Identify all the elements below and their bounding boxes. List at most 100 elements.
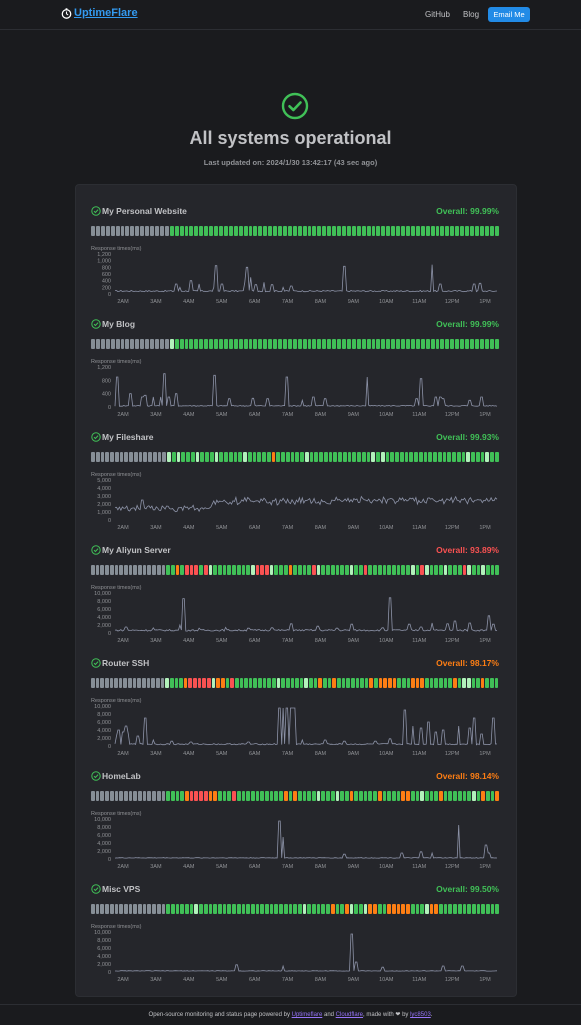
uptime-day-cell[interactable] [91,678,95,688]
uptime-day-cell[interactable] [381,339,386,349]
uptime-day-cell[interactable] [299,678,304,688]
uptime-day-cell[interactable] [95,452,100,462]
uptime-day-cell[interactable] [410,791,415,801]
uptime-day-cell[interactable] [377,565,382,575]
uptime-day-cell[interactable] [188,678,193,688]
uptime-day-cell[interactable] [147,791,152,801]
uptime-day-cell[interactable] [253,678,258,688]
uptime-day-cell[interactable] [114,452,119,462]
uptime-day-cell[interactable] [159,226,164,236]
uptime-day-cell[interactable] [260,904,265,914]
uptime-day-cell[interactable] [104,678,109,688]
uptime-day-cell[interactable] [443,678,448,688]
uptime-day-cell[interactable] [115,226,120,236]
uptime-day-cell[interactable] [175,791,180,801]
uptime-day-cell[interactable] [230,678,234,688]
uptime-day-cell[interactable] [307,565,312,575]
uptime-day-cell[interactable] [109,565,114,575]
uptime-day-cell[interactable] [434,565,439,575]
uptime-day-cell[interactable] [466,678,471,688]
uptime-day-cell[interactable] [321,791,326,801]
uptime-day-cell[interactable] [100,678,104,688]
uptime-day-cell[interactable] [142,904,147,914]
uptime-day-cell[interactable] [125,339,130,349]
uptime-day-cell[interactable] [281,678,285,688]
uptime-day-cell[interactable] [164,339,169,349]
uptime-day-cell[interactable] [332,226,337,236]
footer-link-cloudflare[interactable]: Cloudflare [335,1012,364,1018]
uptime-day-cell[interactable] [378,678,383,688]
uptime-day-cell[interactable] [392,904,396,914]
uptime-day-cell[interactable] [227,904,232,914]
uptime-day-cell[interactable] [258,678,262,688]
uptime-day-cell[interactable] [203,791,208,801]
uptime-day-cell[interactable] [290,678,295,688]
uptime-day-cell[interactable] [484,226,489,236]
uptime-day-cell[interactable] [457,791,462,801]
uptime-day-cell[interactable] [335,791,340,801]
uptime-day-cell[interactable] [265,904,269,914]
uptime-day-cell[interactable] [292,339,297,349]
uptime-day-cell[interactable] [262,452,266,462]
uptime-day-cell[interactable] [307,791,312,801]
uptime-day-cell[interactable] [232,565,236,575]
uptime-day-cell[interactable] [161,904,166,914]
uptime-day-cell[interactable] [387,565,391,575]
uptime-day-cell[interactable] [154,226,159,236]
uptime-day-cell[interactable] [409,452,413,462]
uptime-day-cell[interactable] [415,226,420,236]
uptime-day-cell[interactable] [415,791,420,801]
uptime-day-cell[interactable] [209,226,214,236]
uptime-day-cell[interactable] [199,565,203,575]
uptime-day-cell[interactable] [352,452,356,462]
uptime-day-cell[interactable] [332,678,336,688]
uptime-day-cell[interactable] [297,904,302,914]
uptime-day-cell[interactable] [223,339,228,349]
uptime-day-cell[interactable] [462,678,466,688]
uptime-day-cell[interactable] [297,226,302,236]
uptime-day-cell[interactable] [382,565,387,575]
uptime-day-cell[interactable] [326,565,330,575]
uptime-day-cell[interactable] [269,565,274,575]
uptime-day-cell[interactable] [135,339,140,349]
uptime-day-cell[interactable] [322,226,327,236]
uptime-day-cell[interactable] [327,226,332,236]
uptime-day-cell[interactable] [109,678,114,688]
uptime-day-cell[interactable] [199,226,204,236]
uptime-day-cell[interactable] [445,339,450,349]
uptime-day-cell[interactable] [361,452,366,462]
uptime-day-cell[interactable] [486,565,490,575]
uptime-day-cell[interactable] [218,339,223,349]
uptime-day-cell[interactable] [274,565,279,575]
uptime-day-cell[interactable] [354,904,359,914]
uptime-day-cell[interactable] [430,339,435,349]
uptime-day-cell[interactable] [238,339,243,349]
uptime-day-cell[interactable] [354,565,359,575]
uptime-day-cell[interactable] [152,791,156,801]
uptime-day-cell[interactable] [246,791,250,801]
uptime-day-cell[interactable] [455,339,460,349]
nav-github[interactable]: GitHub [425,10,450,19]
uptime-day-cell[interactable] [278,226,282,236]
uptime-day-cell[interactable] [133,904,138,914]
uptime-day-cell[interactable] [265,565,269,575]
uptime-day-cell[interactable] [186,452,190,462]
uptime-day-cell[interactable] [312,226,317,236]
uptime-day-cell[interactable] [170,791,175,801]
uptime-day-cell[interactable] [450,339,455,349]
uptime-day-cell[interactable] [110,339,115,349]
uptime-day-cell[interactable] [344,565,349,575]
uptime-day-cell[interactable] [357,452,361,462]
uptime-day-cell[interactable] [368,791,373,801]
uptime-day-cell[interactable] [151,678,155,688]
uptime-day-cell[interactable] [460,339,465,349]
uptime-day-cell[interactable] [457,904,462,914]
uptime-day-cell[interactable] [150,226,154,236]
uptime-day-cell[interactable] [194,565,199,575]
uptime-day-cell[interactable] [383,678,387,688]
uptime-day-cell[interactable] [175,904,180,914]
uptime-day-cell[interactable] [279,904,283,914]
uptime-day-cell[interactable] [476,791,481,801]
uptime-day-cell[interactable] [333,452,337,462]
uptime-day-cell[interactable] [347,452,352,462]
